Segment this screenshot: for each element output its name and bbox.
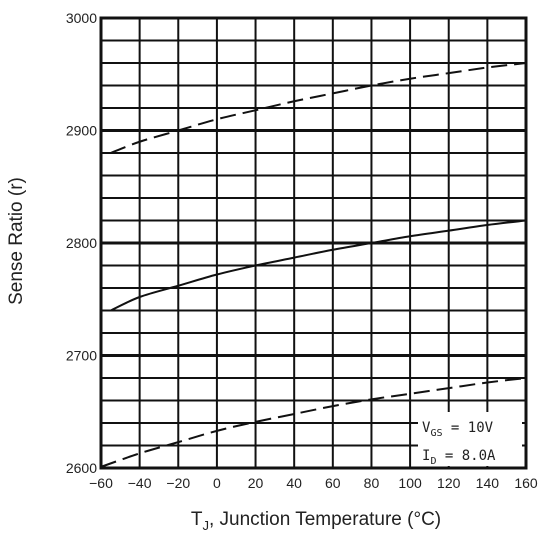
x-axis-title-sub: J bbox=[202, 518, 209, 533]
series-line-1 bbox=[110, 62, 527, 154]
y-tick-label: 2600 bbox=[66, 460, 97, 476]
annotation-vgs-main: V bbox=[422, 420, 431, 436]
x-axis-title-main: T bbox=[191, 509, 203, 530]
annotation-id: ID = 8.0A bbox=[422, 448, 496, 467]
annotation-id-value: = 8.0A bbox=[436, 448, 496, 464]
annotation-id-main: I bbox=[422, 448, 430, 464]
y-axis-title: Sense Ratio (r) bbox=[6, 177, 27, 305]
x-tick-label: 160 bbox=[514, 475, 538, 491]
x-axis-title-rest: , Junction Temperature (°C) bbox=[209, 509, 441, 530]
x-tick-label: −60 bbox=[89, 475, 113, 491]
y-tick-label: 2700 bbox=[66, 348, 97, 364]
x-tick-label: 20 bbox=[248, 475, 264, 491]
y-tick-labels: 2600 2700 2800 2900 3000 bbox=[66, 10, 97, 476]
y-tick-label: 2900 bbox=[66, 123, 97, 139]
annotation-vgs-value: = 10V bbox=[442, 420, 493, 436]
annotation-id-sub: D bbox=[430, 456, 436, 467]
y-tick-label: 2800 bbox=[66, 235, 97, 251]
annotation-box bbox=[418, 412, 522, 466]
x-tick-label: 120 bbox=[437, 475, 461, 491]
x-tick-labels: −60 −40 −20 0 20 40 60 80 100 120 140 160 bbox=[89, 475, 538, 491]
series-line-3 bbox=[100, 377, 527, 468]
series-layer bbox=[100, 62, 527, 468]
annotation-vgs-sub: GS bbox=[430, 428, 442, 439]
annotation: VGS = 10V ID = 8.0A bbox=[418, 412, 522, 467]
x-tick-label: 40 bbox=[286, 475, 302, 491]
series-line-2 bbox=[110, 219, 527, 312]
annotation-vgs: VGS = 10V bbox=[422, 420, 494, 439]
x-tick-label: 60 bbox=[325, 475, 341, 491]
x-tick-label: 140 bbox=[476, 475, 500, 491]
x-tick-label: 100 bbox=[398, 475, 422, 491]
grid bbox=[100, 16, 527, 470]
x-tick-label: 0 bbox=[213, 475, 221, 491]
x-tick-label: 80 bbox=[364, 475, 380, 491]
plot-frame bbox=[99, 16, 528, 470]
x-tick-label: −20 bbox=[166, 475, 190, 491]
x-axis-title: TJ, Junction Temperature (°C) bbox=[191, 509, 441, 533]
x-tick-label: −40 bbox=[128, 475, 152, 491]
y-tick-label: 3000 bbox=[66, 10, 97, 26]
